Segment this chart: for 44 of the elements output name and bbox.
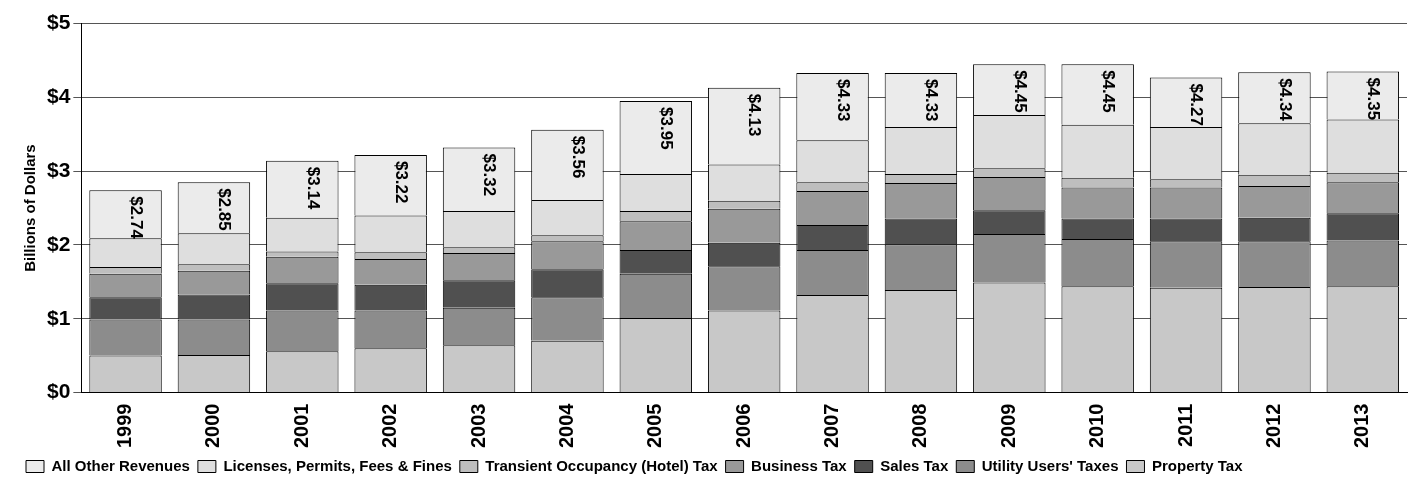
total-label: $4.13 [745, 93, 765, 137]
total-label: $4.45 [1099, 70, 1118, 113]
y-tick-label: $3 [47, 157, 71, 181]
total-label: $3.14 [303, 166, 323, 210]
x-tick-label: 2012 [1261, 403, 1284, 449]
legend-label: Property Tax [1151, 456, 1244, 474]
total-label: $4.45 [1010, 70, 1030, 113]
total-label: $4.27 [1187, 83, 1207, 127]
y-tick-label: $5 [47, 10, 71, 34]
x-tick-label: 1999 [113, 403, 136, 449]
x-tick-label: 2008 [908, 403, 931, 449]
total-label: $3.56 [568, 135, 588, 179]
y-axis-title: Billions of Dollars [21, 144, 39, 272]
total-label: $3.22 [391, 160, 411, 204]
x-tick-label: 2003 [466, 403, 489, 449]
x-tick-label: 2010 [1085, 403, 1108, 449]
legend-label: All Other Revenues [51, 456, 190, 474]
x-tick-label: 2002 [378, 403, 401, 449]
legend-label: Utility Users' Taxes [981, 456, 1119, 474]
y-tick-label: $2 [47, 231, 71, 255]
total-label: $4.33 [833, 79, 853, 122]
x-tick-label: 2007 [820, 403, 843, 449]
total-label: $4.34 [1275, 78, 1295, 122]
legend-label: Business Tax [751, 456, 848, 474]
x-tick-label: 2004 [554, 402, 577, 449]
x-tick-label: 2013 [1350, 403, 1373, 449]
x-tick-label: 2000 [201, 403, 224, 449]
total-label: $3.95 [657, 107, 677, 150]
total-label: $2.85 [215, 188, 235, 231]
x-tick-label: 2006 [731, 403, 754, 449]
total-label: $2.74 [126, 196, 146, 240]
legend-label: Licenses, Permits, Fees & Fines [223, 456, 452, 474]
x-tick-label: 2001 [289, 403, 312, 449]
x-tick-label: 2011 [1173, 403, 1196, 447]
total-label: $4.35 [1364, 77, 1384, 121]
x-tick-label: 2005 [643, 403, 666, 449]
legend-label: Sales Tax [880, 456, 949, 474]
y-tick-label: $1 [47, 305, 71, 329]
y-tick-label: $4 [47, 84, 71, 108]
x-tick-label: 2009 [996, 403, 1019, 449]
total-label: $4.33 [922, 79, 942, 122]
total-label: $3.32 [480, 153, 500, 197]
legend-label: Transient Occupancy (Hotel) Tax [485, 456, 719, 474]
y-tick-label: $0 [47, 379, 71, 403]
